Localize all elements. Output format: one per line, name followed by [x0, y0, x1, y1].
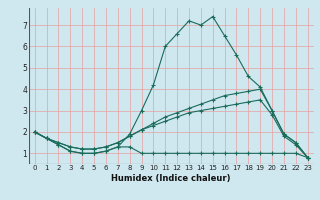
X-axis label: Humidex (Indice chaleur): Humidex (Indice chaleur) [111, 174, 231, 183]
